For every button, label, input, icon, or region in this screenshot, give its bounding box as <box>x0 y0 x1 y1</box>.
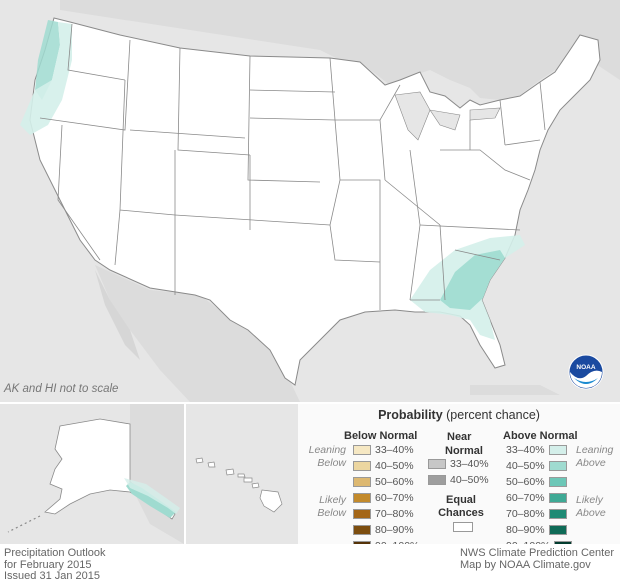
hawaii-inset <box>186 404 298 544</box>
above-normal-label: 50–60% <box>506 476 545 488</box>
near-normal-label: 33–40% <box>450 458 489 470</box>
likely-above-label: Likely Above <box>576 494 606 519</box>
above-normal-row: 33–40% <box>506 444 567 456</box>
below-normal-swatch <box>353 477 371 487</box>
hawaii-islands <box>195 457 283 513</box>
alaska-map-svg <box>7 404 184 544</box>
leaning-below-label: Leaning Below <box>308 444 346 469</box>
footer: Precipitation Outlook for February 2015 … <box>0 544 620 585</box>
above-normal-row: 40–50% <box>506 460 567 472</box>
above-normal-row: 70–80% <box>506 508 567 520</box>
legend: Probability (percent chance) Below Norma… <box>298 404 620 552</box>
below-normal-swatch <box>353 525 371 535</box>
scale-note: AK and HI not to scale <box>4 383 119 395</box>
below-normal-swatch <box>353 461 371 471</box>
panhandle-above-outer <box>124 478 180 514</box>
below-normal-heading: Below Normal <box>344 430 418 442</box>
equal-chances-swatch <box>453 522 473 532</box>
above-normal-swatch <box>548 509 567 519</box>
conus-map-svg <box>20 0 620 402</box>
likely-below-label: Likely Below <box>317 494 346 519</box>
below-normal-label: 80–90% <box>375 524 414 536</box>
pnw-above-40-50 <box>35 20 60 100</box>
se-above-40-50 <box>440 250 505 310</box>
below-normal-label: 70–80% <box>375 508 414 520</box>
hawaii-map-svg <box>195 457 283 513</box>
below-normal-row: 70–80% <box>353 508 414 520</box>
pnw-above-33-40 <box>20 22 72 135</box>
below-normal-row: 33–40% <box>353 444 414 456</box>
above-normal-swatch <box>548 445 567 455</box>
canada-land <box>130 404 184 544</box>
noaa-logo-icon: NOAA <box>568 354 604 390</box>
footer-title: Precipitation Outlook for February 2015 … <box>4 547 106 582</box>
below-normal-label: 60–70% <box>375 492 414 504</box>
above-normal-swatch <box>548 461 567 471</box>
above-normal-label: 33–40% <box>506 444 545 456</box>
equal-chances-label: Equal Chances <box>438 494 484 519</box>
above-normal-swatch <box>548 477 567 487</box>
footer-credits: NWS Climate Prediction Center Map by NOA… <box>459 547 614 571</box>
near-normal-swatch <box>428 475 446 485</box>
below-normal-swatch <box>353 445 371 455</box>
aleutian-islands <box>7 515 41 533</box>
above-normal-label: 60–70% <box>506 492 545 504</box>
leaning-above-label: Leaning Above <box>576 444 614 469</box>
below-normal-label: 40–50% <box>375 460 414 472</box>
above-normal-label: 70–80% <box>506 508 545 520</box>
mexico-land <box>95 265 300 402</box>
below-normal-row: 60–70% <box>353 492 414 504</box>
below-normal-row: 80–90% <box>353 524 414 536</box>
conus-map: AK and HI not to scale NOAA <box>4 0 620 402</box>
near-normal-row: 33–40% <box>428 458 489 470</box>
cuba-land <box>470 385 560 395</box>
above-normal-swatch <box>548 525 567 535</box>
separator <box>0 402 620 404</box>
baja-land <box>95 270 140 360</box>
above-normal-row: 60–70% <box>506 492 567 504</box>
legend-title: Probability (percent chance) <box>378 408 540 422</box>
below-normal-label: 50–60% <box>375 476 414 488</box>
alaska-inset <box>0 404 184 544</box>
above-normal-row: 80–90% <box>506 524 567 536</box>
near-normal-row: 40–50% <box>428 474 489 486</box>
noaa-logo-text: NOAA <box>576 364 595 371</box>
below-normal-row: 50–60% <box>353 476 414 488</box>
near-normal-label: 40–50% <box>450 474 489 486</box>
above-normal-label: 80–90% <box>506 524 545 536</box>
near-normal-swatch <box>428 459 446 469</box>
above-normal-heading: Above Normal <box>503 430 578 442</box>
below-normal-swatch <box>353 509 371 519</box>
above-normal-label: 40–50% <box>506 460 545 472</box>
near-normal-heading: Near Normal <box>445 431 483 457</box>
canada-land <box>60 0 620 100</box>
below-normal-swatch <box>353 493 371 503</box>
below-normal-row: 40–50% <box>353 460 414 472</box>
great-lakes <box>394 91 501 141</box>
below-normal-label: 33–40% <box>375 444 414 456</box>
above-normal-row: 50–60% <box>506 476 567 488</box>
separator <box>184 402 186 544</box>
above-normal-swatch <box>548 493 567 503</box>
state-borders <box>39 23 546 310</box>
